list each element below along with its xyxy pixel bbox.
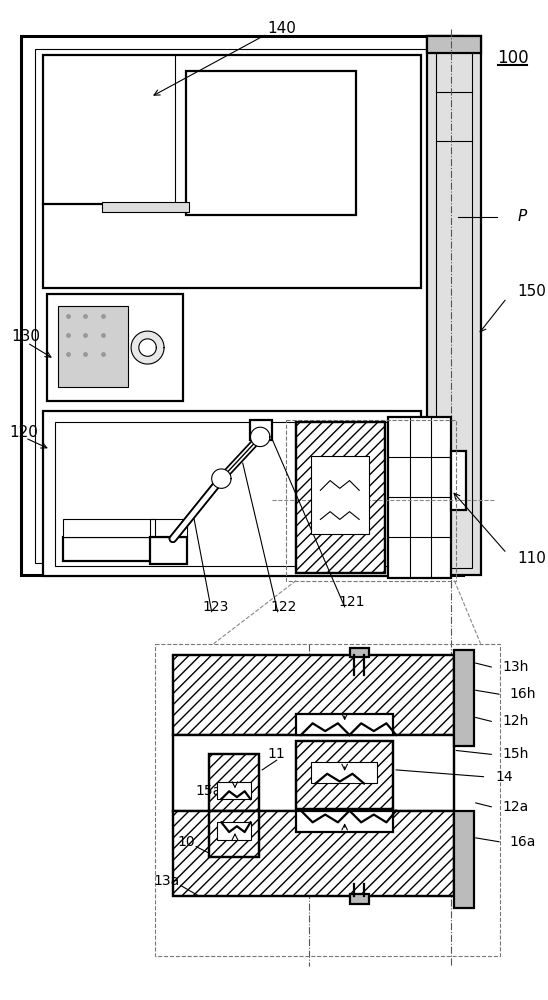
Bar	[250, 420, 272, 440]
Bar	[452, 451, 466, 510]
Bar	[47, 294, 182, 401]
Bar	[209, 754, 259, 811]
Bar	[287, 420, 456, 581]
Bar	[427, 36, 481, 53]
Bar	[296, 714, 393, 735]
Bar	[173, 655, 454, 735]
Polygon shape	[250, 427, 270, 447]
Text: 10: 10	[178, 835, 195, 849]
Bar	[427, 36, 481, 575]
Bar	[58, 306, 128, 387]
Bar	[151, 537, 187, 564]
Bar	[454, 811, 474, 908]
Text: 14: 14	[495, 770, 513, 784]
Bar	[151, 519, 187, 537]
Bar	[311, 456, 369, 534]
Text: P: P	[517, 209, 527, 224]
Bar	[296, 422, 385, 573]
Bar	[63, 537, 155, 561]
Bar	[296, 811, 393, 832]
Bar	[43, 55, 421, 288]
Text: 150: 150	[517, 284, 546, 299]
Text: 100: 100	[497, 49, 528, 67]
Bar	[454, 650, 474, 746]
Text: 16h: 16h	[510, 687, 536, 701]
Bar	[21, 36, 463, 575]
Text: 140: 140	[267, 21, 296, 36]
Text: 110: 110	[517, 551, 546, 566]
Text: 15h: 15h	[503, 747, 529, 761]
Bar	[350, 894, 369, 904]
Text: 123: 123	[202, 600, 229, 614]
Bar	[389, 417, 452, 578]
Bar	[350, 648, 369, 657]
Text: 12h: 12h	[503, 714, 529, 728]
Text: 13h: 13h	[503, 660, 529, 674]
Text: 13a: 13a	[154, 874, 180, 888]
Text: 12a: 12a	[503, 800, 529, 814]
Bar	[43, 411, 421, 576]
Bar	[173, 811, 454, 896]
Bar	[35, 49, 450, 563]
Bar	[218, 782, 252, 799]
Bar	[296, 741, 393, 809]
Bar	[155, 644, 500, 956]
Bar	[63, 519, 155, 537]
Bar	[436, 44, 472, 568]
Text: 120: 120	[10, 425, 38, 440]
Text: 121: 121	[338, 595, 365, 609]
Bar	[311, 762, 376, 783]
Bar	[209, 811, 259, 857]
Bar	[173, 735, 454, 811]
Bar	[218, 822, 252, 840]
Polygon shape	[131, 331, 164, 364]
Text: 130: 130	[12, 329, 41, 344]
Text: 15a: 15a	[196, 784, 222, 798]
Text: 16a: 16a	[510, 835, 536, 849]
Bar	[55, 422, 410, 566]
Text: 11: 11	[268, 747, 286, 761]
Bar	[186, 71, 356, 215]
Polygon shape	[212, 469, 231, 488]
Bar	[102, 202, 189, 212]
Text: 122: 122	[270, 600, 296, 614]
Polygon shape	[139, 339, 156, 356]
